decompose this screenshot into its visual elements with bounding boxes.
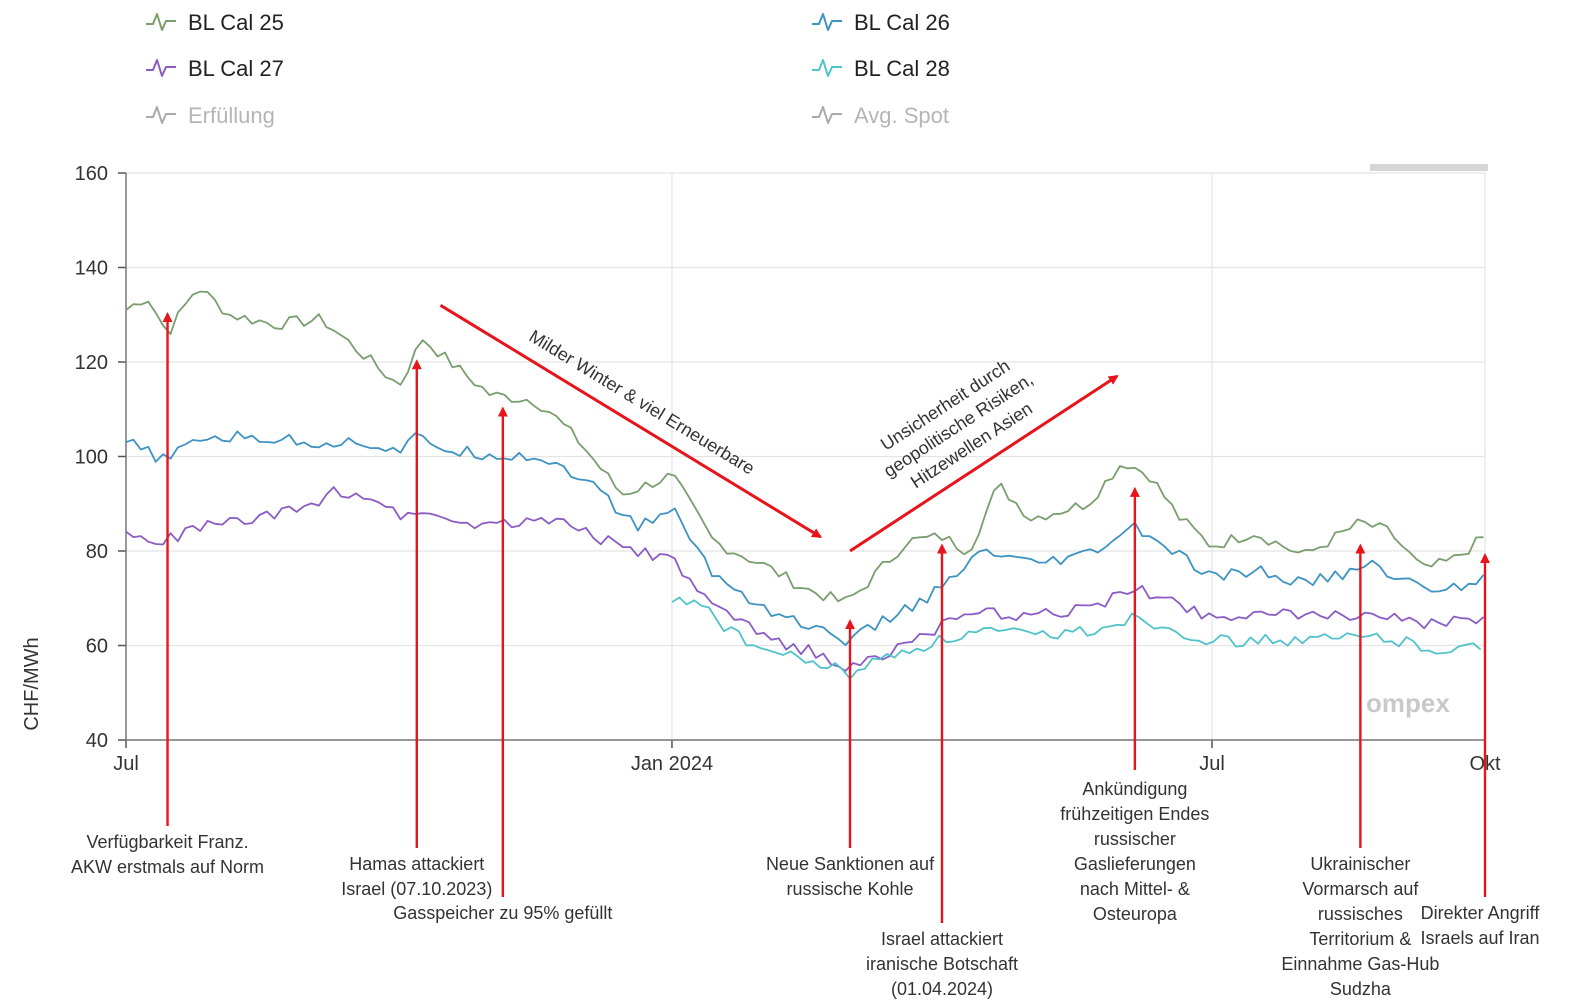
legend-item[interactable]: BL Cal 27 <box>146 56 284 81</box>
event-label: Ukrainischer <box>1310 854 1410 874</box>
event-label: frühzeitigen Endes <box>1060 804 1209 824</box>
event-label: Einnahme Gas-Hub <box>1281 954 1439 974</box>
event-label: iranische Botschaft <box>866 954 1018 974</box>
legend-line-icon <box>146 14 176 30</box>
x-tick-label: Jul <box>1199 753 1225 775</box>
event-label: Israel attackiert <box>881 929 1003 949</box>
event-label: (01.04.2024) <box>891 979 993 999</box>
event-label: Hamas attackiert <box>349 854 484 874</box>
y-tick-label: 40 <box>86 730 108 752</box>
event-label: AKW erstmals auf Norm <box>71 857 264 877</box>
series <box>126 292 1484 679</box>
legend-item[interactable]: BL Cal 28 <box>812 56 950 81</box>
legend-line-icon <box>812 60 842 76</box>
y-tick-label: 160 <box>75 163 108 185</box>
x-tick-label: Jul <box>113 753 139 775</box>
event-label: Direkter Angriff <box>1421 903 1541 923</box>
annotations: Verfügbarkeit Franz. AKW erstmals auf Nor… <box>71 314 1540 999</box>
legend-line-icon <box>812 107 842 123</box>
series-line <box>126 292 1484 602</box>
event-label: Neue Sanktionen auf <box>766 854 935 874</box>
event-label: Sudzha <box>1330 979 1392 999</box>
legend-label: BL Cal 27 <box>188 56 284 81</box>
y-tick-label: 140 <box>75 258 108 280</box>
y-axis-label: CHF/MWh <box>21 637 43 730</box>
y-tick-label: 60 <box>86 636 108 658</box>
event-label: Verfügbarkeit Franz. <box>86 832 248 852</box>
legend-item[interactable]: BL Cal 25 <box>146 10 284 35</box>
legend-label: BL Cal 25 <box>188 10 284 35</box>
scrollbar-handle[interactable] <box>1370 164 1488 171</box>
legend-line-icon <box>812 14 842 30</box>
series-line <box>126 432 1484 646</box>
event-label: Osteuropa <box>1093 904 1178 924</box>
event-label: Vormarsch auf <box>1302 879 1419 899</box>
legend-line-icon <box>146 107 176 123</box>
event-label: russisches <box>1318 904 1403 924</box>
legend-label: BL Cal 28 <box>854 56 950 81</box>
trend-arrows: Milder Winter & viel Erneuerbare Unsicher… <box>441 305 1118 551</box>
legend-item[interactable]: Avg. Spot <box>812 103 949 128</box>
grid <box>126 173 1485 740</box>
trend-arrow-label: Milder Winter & viel Erneuerbare <box>526 326 758 478</box>
y-tick-label: 80 <box>86 541 108 563</box>
event-label: Ankündigung <box>1082 779 1187 799</box>
x-tick-label: Jan 2024 <box>631 753 713 775</box>
event-label: Israels auf Iran <box>1420 928 1539 948</box>
event-label: nach Mittel- & <box>1080 879 1190 899</box>
legend-label: Erfüllung <box>188 103 275 128</box>
legend: BL Cal 25 BL Cal 26 BL Cal 27 BL Cal 28 Erfü… <box>146 10 950 128</box>
legend-label: Avg. Spot <box>854 103 949 128</box>
event-label: Territorium & <box>1309 929 1411 949</box>
event-label: Israel (07.10.2023) <box>341 879 492 899</box>
event-label: Gaslieferungen <box>1074 854 1196 874</box>
legend-item[interactable]: Erfüllung <box>146 103 275 128</box>
event-label: russische Kohle <box>786 879 913 899</box>
event-label: russischer <box>1094 829 1176 849</box>
watermark-logo: ompex <box>1366 688 1450 718</box>
y-tick-label: 100 <box>75 447 108 469</box>
y-tick-label: 120 <box>75 352 108 374</box>
trend-arrow <box>441 305 821 537</box>
event-label: Gasspeicher zu 95% gefüllt <box>393 903 612 923</box>
legend-label: BL Cal 26 <box>854 10 950 35</box>
legend-line-icon <box>146 60 176 76</box>
legend-item[interactable]: BL Cal 26 <box>812 10 950 35</box>
